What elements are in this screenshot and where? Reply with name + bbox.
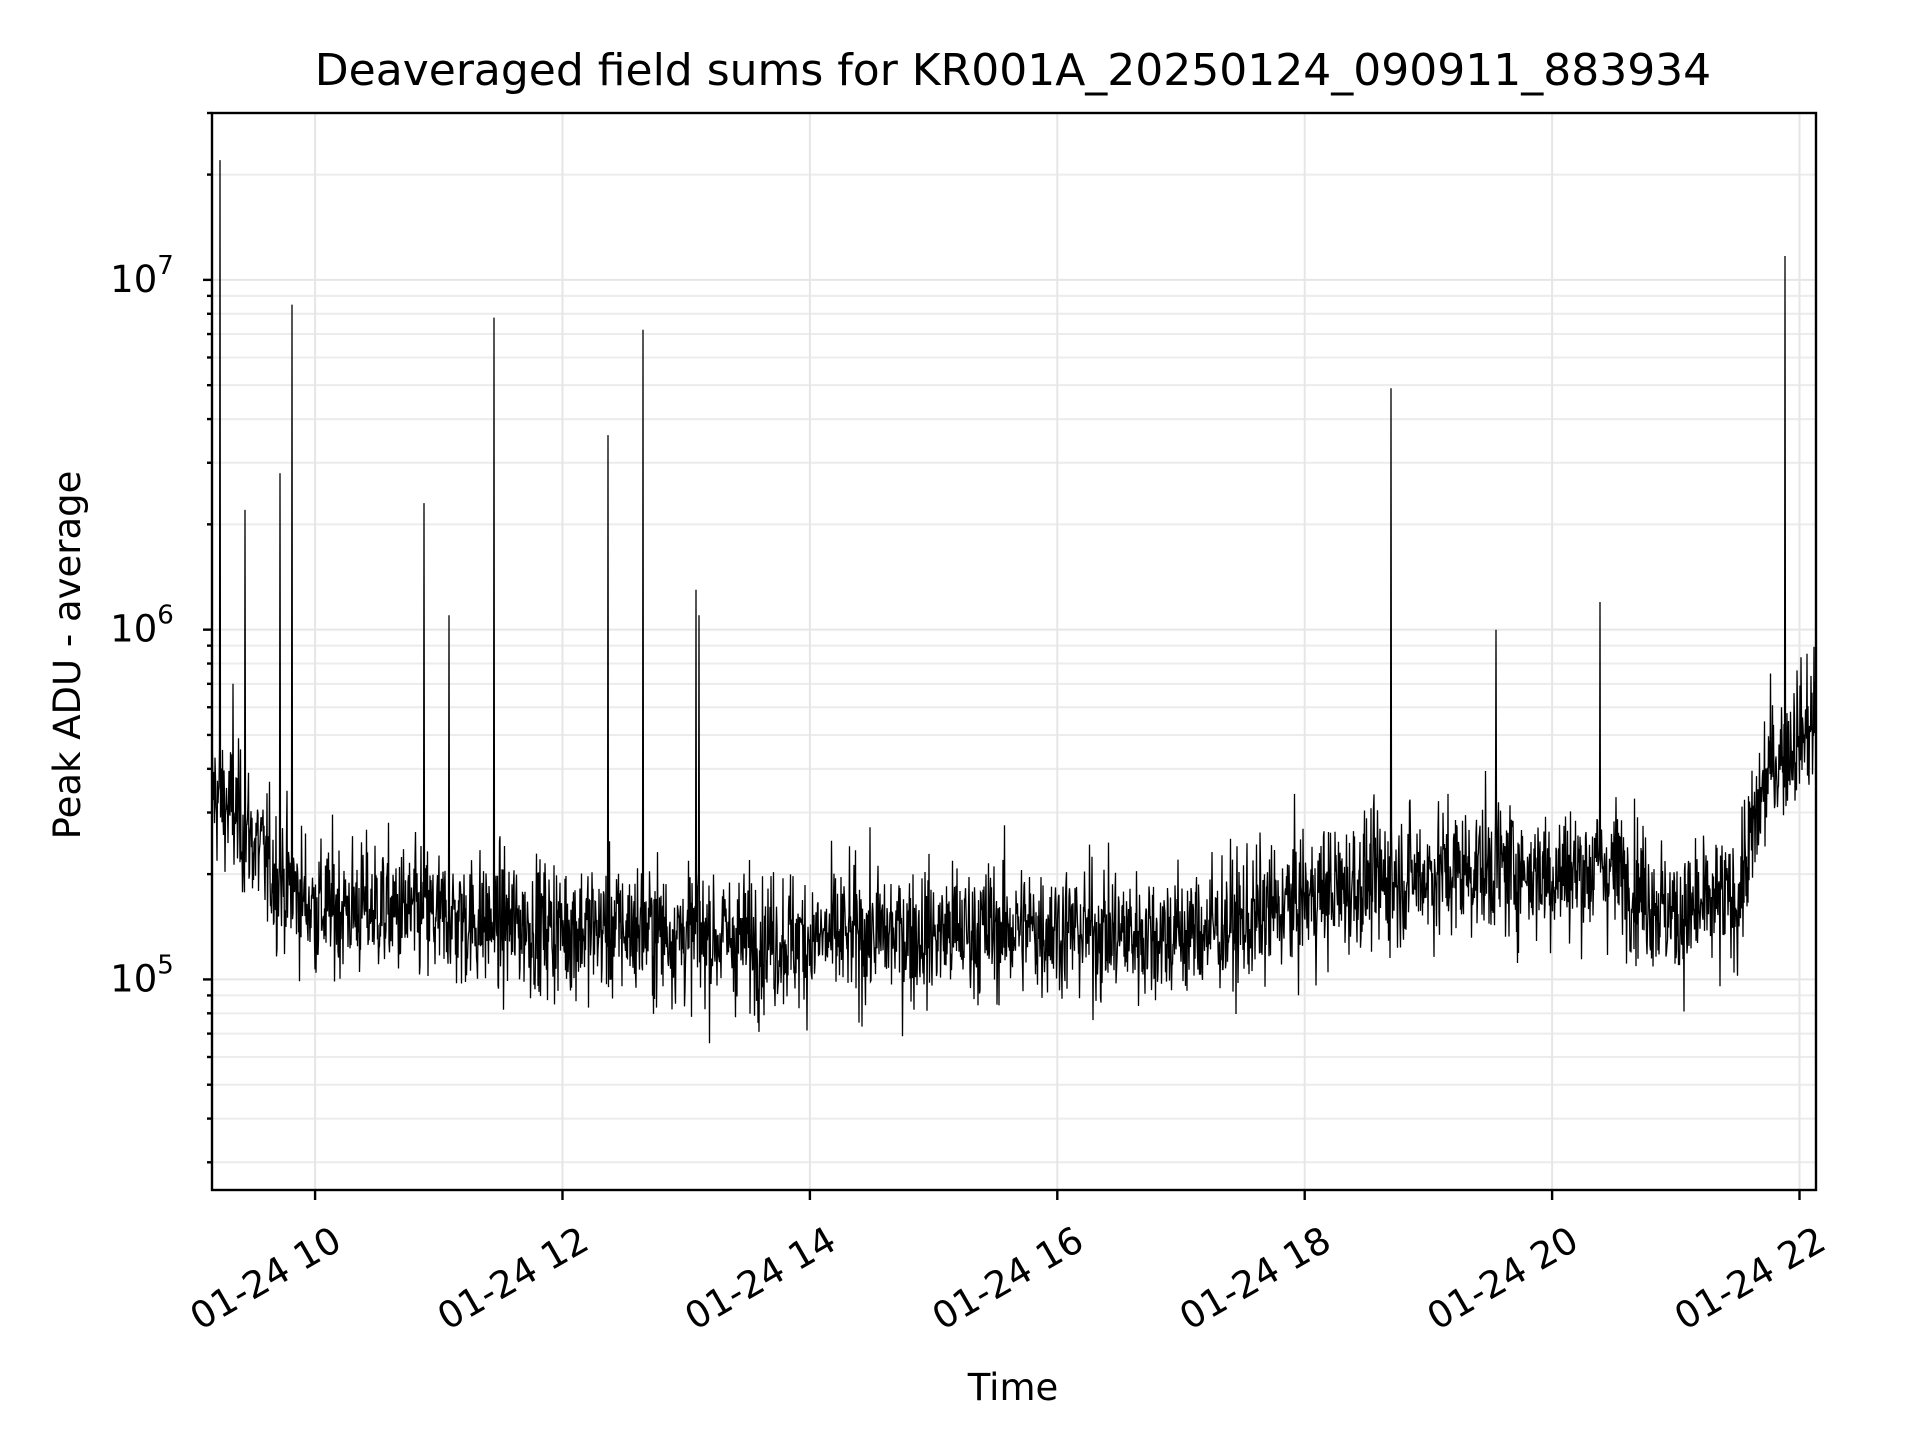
grid-layer bbox=[212, 112, 1816, 1190]
plot-frame bbox=[210, 111, 1818, 1192]
y-tick-base: 10 bbox=[110, 957, 157, 1000]
y-tick-exponent: 5 bbox=[157, 950, 174, 980]
y-tick-base: 10 bbox=[110, 608, 157, 651]
y-tick-exponent: 6 bbox=[157, 601, 174, 631]
y-tick-label: 105 bbox=[110, 950, 174, 1000]
series-line bbox=[211, 160, 1817, 1044]
y-tick-label: 106 bbox=[110, 601, 174, 651]
series-layer bbox=[211, 160, 1817, 1044]
y-tick-base: 10 bbox=[110, 258, 157, 301]
chart-title: Deaveraged field sums for KR001A_2025012… bbox=[315, 45, 1711, 96]
y-tick-exponent: 7 bbox=[157, 251, 174, 281]
y-axis-label: Peak ADU - average bbox=[46, 471, 89, 840]
x-axis-label: Time bbox=[967, 1366, 1059, 1409]
y-tick-label: 107 bbox=[110, 251, 174, 301]
